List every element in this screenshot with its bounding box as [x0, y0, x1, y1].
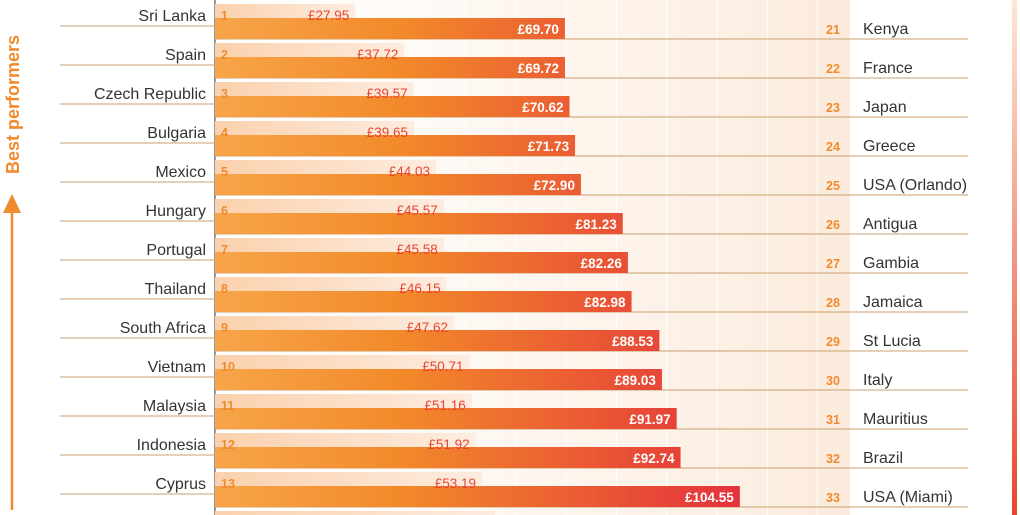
category-label: Antigua: [863, 216, 917, 233]
bar-greece: [215, 135, 576, 156]
up-arrow-icon: [3, 194, 21, 213]
value-label: £69.72: [518, 61, 559, 76]
bar-usa-miami-: [215, 486, 740, 507]
side-label-group: Best performers: [3, 35, 23, 510]
value-label: £37.72: [357, 47, 398, 62]
bar-italy: [215, 369, 662, 390]
bar-partial: [215, 511, 495, 515]
category-label: Mauritius: [863, 411, 928, 428]
category-label: Bulgaria: [147, 125, 206, 142]
bar-antigua: [215, 213, 623, 234]
value-label: £92.74: [633, 451, 675, 466]
category-label: St Lucia: [863, 333, 921, 350]
category-label: Brazil: [863, 450, 903, 467]
rank-label: 28: [826, 296, 840, 310]
value-label: £39.57: [366, 86, 407, 101]
bar-france: [215, 57, 565, 78]
rank-label: 7: [221, 243, 228, 257]
value-label: £47.62: [407, 320, 448, 335]
value-label: £88.53: [612, 334, 654, 349]
bar-kenya: [215, 18, 565, 39]
rank-label: 4: [221, 126, 228, 140]
value-label: £51.92: [428, 437, 469, 452]
value-label: £69.70: [518, 22, 559, 37]
bar-usa-orlando-: [215, 174, 581, 195]
category-label: USA (Miami): [863, 489, 953, 506]
value-label: £72.90: [534, 178, 575, 193]
bar-mauritius: [215, 408, 677, 429]
rank-label: 10: [221, 360, 235, 374]
rank-label: 5: [221, 165, 228, 179]
category-label: Italy: [863, 372, 892, 389]
value-label: £70.62: [522, 100, 563, 115]
rank-label: 13: [221, 477, 235, 491]
value-label: £46.15: [399, 281, 440, 296]
category-label: Czech Republic: [94, 86, 206, 103]
rank-label: 30: [826, 374, 840, 388]
value-label: £51.16: [425, 398, 466, 413]
bar-gambia: [215, 252, 628, 273]
value-label: £81.23: [575, 217, 617, 232]
bar-st-lucia: [215, 330, 660, 351]
rank-label: 26: [826, 218, 840, 232]
rank-label: 27: [826, 257, 840, 271]
value-label: £91.97: [629, 412, 670, 427]
value-label: £45.57: [396, 203, 437, 218]
category-label: Vietnam: [148, 359, 206, 376]
category-label: Jamaica: [863, 294, 923, 311]
rank-label: 32: [826, 452, 840, 466]
rank-label: 9: [221, 321, 228, 335]
value-label: £27.95: [308, 8, 349, 23]
category-label: Malaysia: [143, 398, 206, 415]
category-label: Kenya: [863, 21, 908, 38]
value-label: £50.71: [422, 359, 463, 374]
value-label: £82.26: [581, 256, 623, 271]
rank-label: 31: [826, 413, 840, 427]
category-label: Indonesia: [137, 437, 206, 454]
value-label: £45.58: [397, 242, 438, 257]
category-label: Japan: [863, 99, 907, 116]
category-label: Sri Lanka: [138, 8, 206, 25]
rank-label: 2: [221, 48, 228, 62]
value-label: £89.03: [615, 373, 657, 388]
rank-label: 1: [221, 9, 228, 23]
rank-label: 3: [221, 87, 228, 101]
category-label: Mexico: [155, 164, 206, 181]
rank-label: 29: [826, 335, 840, 349]
value-label: £104.55: [685, 490, 734, 505]
value-label: £71.73: [528, 139, 570, 154]
category-label: Hungary: [146, 203, 206, 220]
value-label: £82.98: [584, 295, 626, 310]
category-label: Portugal: [146, 242, 206, 259]
side-color-strip: [1012, 0, 1017, 515]
category-label: Greece: [863, 138, 916, 155]
rank-label: 12: [221, 438, 235, 452]
category-label: Thailand: [145, 281, 206, 298]
bars: [215, 4, 740, 515]
rank-label: 6: [221, 204, 228, 218]
category-label: USA (Orlando): [863, 177, 967, 194]
bar-brazil: [215, 447, 681, 468]
rank-label: 23: [826, 101, 840, 115]
value-label: £39.65: [367, 125, 408, 140]
category-label: Cyprus: [155, 476, 206, 493]
bar-japan: [215, 96, 570, 117]
value-label: £53.19: [435, 476, 476, 491]
rank-label: 21: [826, 23, 840, 37]
category-label: South Africa: [120, 320, 206, 337]
rank-label: 8: [221, 282, 228, 296]
category-label: Spain: [165, 47, 206, 64]
rank-label: 11: [221, 399, 234, 413]
value-label: £44.03: [389, 164, 430, 179]
labels: Sri Lanka 1 £27.95 £69.70 21 Kenya Spain 2 £37.7…: [94, 8, 967, 506]
best-performers-label: Best performers: [3, 35, 23, 174]
bar-jamaica: [215, 291, 632, 312]
rank-label: 24: [826, 140, 840, 154]
category-label: France: [863, 60, 913, 77]
rank-label: 33: [826, 491, 840, 505]
rank-label: 22: [826, 62, 840, 76]
category-label: Gambia: [863, 255, 919, 272]
rank-label: 25: [826, 179, 840, 193]
